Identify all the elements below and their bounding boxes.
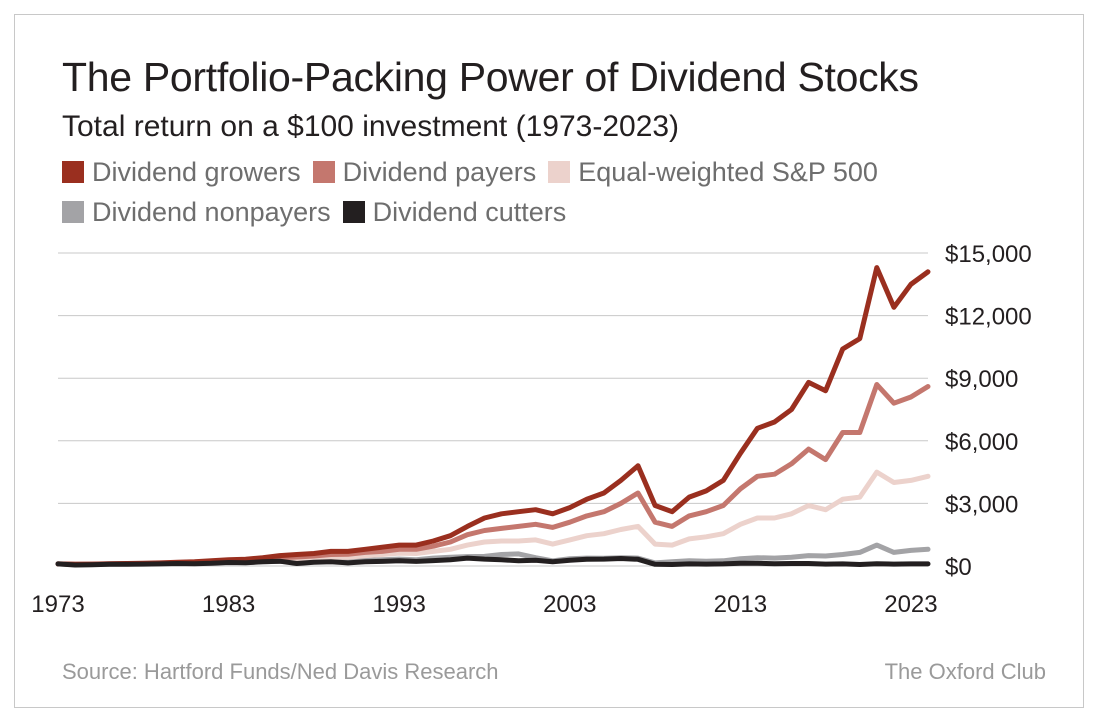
y-tick-label: $9,000	[945, 366, 1018, 393]
legend-label-dividend-cutters: Dividend cutters	[372, 196, 567, 227]
legend-row-2: Dividend nonpayers Dividend cutters	[62, 192, 1042, 232]
legend-swatch-dividend-payers	[312, 161, 335, 183]
source-note: Source: Hartford Funds/Ned Davis Researc…	[62, 659, 499, 684]
y-tick-label: $3,000	[945, 491, 1018, 518]
chart-frame	[14, 14, 1084, 708]
legend-item-dividend-growers: Dividend growers	[62, 157, 301, 188]
legend-label-equal-weighted-sp500: Equal-weighted S&P 500	[578, 156, 878, 187]
legend-item-dividend-payers: Dividend payers	[312, 156, 537, 188]
y-tick-label: $0	[945, 554, 972, 581]
legend-label-dividend-nonpayers: Dividend nonpayers	[92, 196, 331, 227]
legend-label-dividend-payers: Dividend payers	[342, 156, 537, 187]
legend-row-1: Dividend growers Dividend payers Equal-w…	[62, 152, 1042, 192]
x-tick-label: 2023	[884, 591, 937, 618]
x-tick-label: 2013	[714, 591, 767, 618]
legend-swatch-equal-weighted-sp500	[548, 161, 571, 183]
gridlines	[58, 252, 928, 567]
legend-item-dividend-cutters: Dividend cutters	[342, 196, 567, 228]
x-tick-label: 2003	[543, 591, 596, 618]
legend-item-dividend-nonpayers: Dividend nonpayers	[62, 197, 331, 228]
x-tick-label: 1973	[31, 591, 84, 618]
brand-credit: The Oxford Club	[884, 659, 1046, 684]
legend: Dividend growers Dividend payers Equal-w…	[62, 152, 1042, 232]
y-tick-label: $12,000	[945, 304, 1032, 331]
axis-labels: $0 $3,000 $6,000 $9,000 $12,000 $15,000 1973 19…	[31, 241, 1031, 618]
x-tick-label: 1993	[372, 591, 425, 618]
series-line-dividend-growers	[55, 265, 931, 567]
chart-subtitle: Total return on a $100 investment (1973-…	[62, 110, 680, 143]
legend-swatch-dividend-nonpayers	[62, 201, 84, 223]
x-tick-label: 1983	[202, 591, 255, 618]
legend-swatch-dividend-cutters	[342, 201, 365, 223]
chart-title: The Portfolio-Packing Power of Dividend …	[62, 54, 919, 100]
legend-swatch-dividend-growers	[62, 161, 84, 183]
series-lines	[55, 265, 931, 568]
y-tick-label: $15,000	[945, 241, 1032, 268]
series-line-dividend-cutters	[55, 555, 931, 568]
y-tick-label: $6,000	[945, 429, 1018, 456]
series-line-dividend-payers	[55, 382, 931, 567]
legend-item-equal-weighted-sp500: Equal-weighted S&P 500	[548, 157, 878, 188]
legend-label-dividend-growers: Dividend growers	[92, 156, 301, 187]
